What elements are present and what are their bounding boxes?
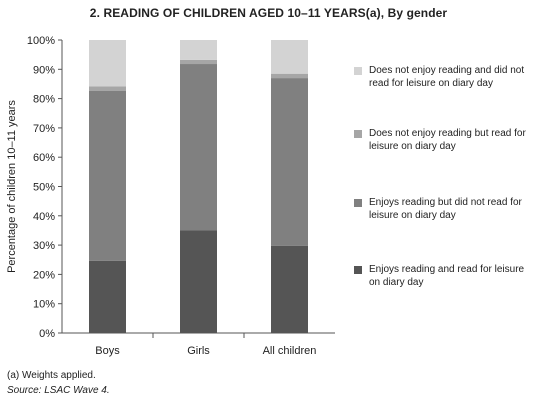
y-axis-label: Percentage of children 10–11 years xyxy=(6,100,18,273)
y-tick-label: 0% xyxy=(39,328,55,340)
bar-segment xyxy=(271,73,308,79)
bar-segment xyxy=(89,86,126,91)
legend-swatch xyxy=(354,67,362,75)
bar-segment xyxy=(89,40,126,87)
legend-label: Does not enjoy reading and did not read … xyxy=(369,65,525,89)
y-tick-label: 100% xyxy=(27,35,55,47)
bar-segment xyxy=(180,64,217,231)
y-tick-label: 10% xyxy=(33,299,55,311)
legend-label: Enjoys reading and read for leisure on d… xyxy=(369,264,525,288)
bar-segment xyxy=(271,245,308,333)
chart-title: 2. READING OF CHILDREN AGED 10–11 YEARS(… xyxy=(89,6,448,20)
chart-legend: Does not enjoy reading and did not read … xyxy=(354,0,537,340)
y-tick-label: 90% xyxy=(33,64,55,76)
y-tick-label: 50% xyxy=(33,182,55,194)
y-tick-label: 70% xyxy=(33,123,55,135)
y-tick-label: 20% xyxy=(33,269,55,281)
footnote-weights: (a) Weights applied. xyxy=(7,370,96,381)
legend-label: Enjoys reading but did not read for leis… xyxy=(369,197,522,221)
y-tick-label: 60% xyxy=(33,152,55,164)
bar-segment xyxy=(180,40,217,60)
y-tick-label: 40% xyxy=(33,211,55,223)
bar-segment xyxy=(89,90,126,261)
legend-swatch xyxy=(354,266,362,274)
bar-segment xyxy=(89,260,126,333)
legend-swatch xyxy=(354,130,362,138)
x-tick-label: All children xyxy=(263,345,317,357)
bar-segment xyxy=(180,59,217,65)
y-tick-label: 80% xyxy=(33,94,55,106)
bar-segment xyxy=(180,230,217,333)
footnote: (a) Weights applied. Source: LSAC Wave 4… xyxy=(7,368,110,398)
y-tick-label: 30% xyxy=(33,240,55,252)
x-tick-label: Boys xyxy=(95,345,120,357)
bar-segment xyxy=(271,78,308,246)
footnote-source: Source: LSAC Wave 4. xyxy=(7,385,110,396)
legend-label: Does not enjoy reading but read for leis… xyxy=(369,128,526,152)
legend-swatch xyxy=(354,199,362,207)
bar-segment xyxy=(271,40,308,74)
x-tick-label: Girls xyxy=(187,345,210,357)
